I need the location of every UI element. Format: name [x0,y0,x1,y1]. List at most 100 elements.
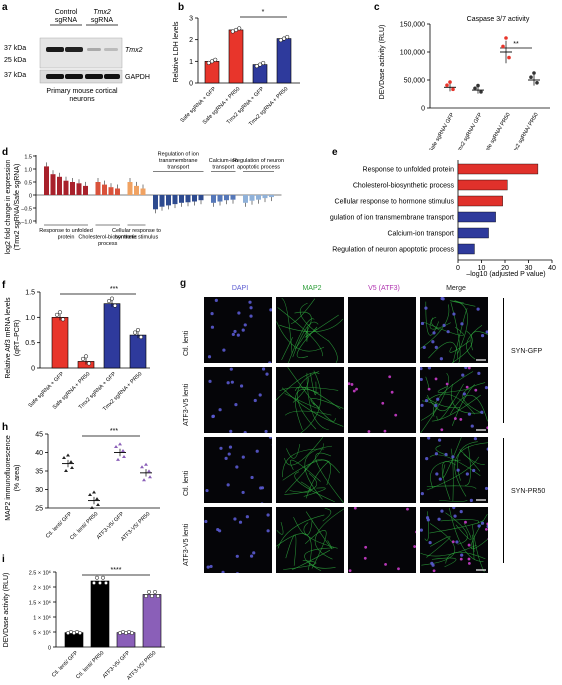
b-ylabel: Relative LDH levels [173,21,180,83]
g-nucleus [260,502,264,503]
g-nucleus [224,456,228,460]
g-neurite [277,307,323,357]
group-syn-pr50: SYN-PR50 [511,488,546,495]
g-neurite [452,308,468,363]
g-neurite [292,549,331,570]
g-nucleus [464,367,468,370]
g-nucleus [241,328,245,332]
d-group-label: Regulation of ion [158,152,199,158]
c-point [501,44,505,49]
d-ytick-label: –0.5 [21,207,32,213]
e-category-label: Cellular response to hormone stimulus [335,199,455,206]
g-nucleus [268,361,272,363]
g-nucleus [438,477,442,481]
g-nucleus [252,551,256,555]
g-nucleus [485,330,488,334]
g-atf3-signal [381,401,385,405]
d-bar [115,188,120,195]
f-point [112,303,118,308]
e-xtick-label: 30 [525,265,533,272]
g-nucleus [434,403,438,408]
i-ytick-label: 1.5 × 10⁶ [29,600,51,607]
blot-tmx2 [39,37,123,69]
g-atf3-signal [459,418,463,421]
col-control-label: Control [55,9,78,16]
g-neurite [293,516,313,536]
h-point [121,449,125,453]
g-micrograph [347,506,417,574]
c-ytick-label: 150,000 [400,22,425,29]
g-atf3-signal [355,387,358,391]
f-point [109,296,115,301]
h-point [147,469,151,473]
c-point [504,36,508,40]
g-neurite [276,521,284,535]
g-nucleus [243,323,247,327]
g-neurite [290,459,321,482]
f-ytick-label: 1.0 [25,315,35,322]
d-group-label: Cellular response to [112,228,161,234]
d-ytick-label: 1.5 [24,155,32,161]
c-point [445,83,449,88]
g-neurite [449,300,476,307]
g-nucleus [226,381,230,385]
d-bar [159,195,165,207]
g-neurite [439,499,468,502]
g-micrograph-content [420,367,488,434]
g-neurite [432,371,474,417]
g-atf3-signal [487,537,488,540]
g-nucleus [439,433,442,434]
f-bar [129,334,147,369]
g-nucleus [249,306,253,310]
b-bar [276,38,292,84]
h-point [142,478,146,482]
g-nucleus [219,446,223,450]
panel-c: c Caspase 3/7 activity DEVDase activity … [374,2,550,150]
i-bar [90,580,110,648]
g-neurite [455,522,472,541]
col-control-label2: sgRNA [55,17,78,24]
g-nucleus [250,475,254,480]
g-atf3-signal [467,561,471,565]
b-bar [228,29,244,84]
g-neurite [445,512,468,545]
d-bar [44,166,49,195]
i-point [78,631,82,635]
f-bar [51,317,69,369]
i-point [98,581,102,585]
b-point [278,38,283,43]
g-nucleus [237,311,241,315]
g-atf3-signal [432,569,436,573]
g-nucleus [486,447,488,451]
d-bar [166,195,171,206]
g-nucleus [204,519,208,524]
h-point [148,475,152,479]
g-neurite [276,321,325,352]
g-nucleus [424,399,429,403]
g-neurite [426,485,477,490]
g-atf3-signal [474,388,478,392]
g-atf3-signal [348,569,352,573]
g-nucleus [420,367,423,371]
g-micrograph [203,436,273,504]
g-nucleus [233,329,237,334]
d-bar [83,185,88,195]
g-atf3-signal [390,390,394,394]
g-nucleus [451,455,455,459]
c-point [451,87,455,92]
g-neurite [303,522,338,549]
h-point [92,490,96,494]
g-nucleus [440,509,444,513]
panel-d-letter: d [2,147,8,158]
f-point [138,335,144,340]
panel-a: a Control sgRNA Tmx2 sgRNA 37 kDa 25 kDa… [2,2,150,103]
g-nucleus [441,297,445,301]
g-neurite [304,547,335,572]
g-neurite [283,560,317,570]
g-row-label: ATF3-V5 lenti [183,523,190,566]
g-nucleus [268,437,272,439]
g-neurite [420,544,477,557]
d-group-label: transmembrane [159,158,198,164]
g-neurite [284,437,324,466]
h-point [144,462,148,466]
